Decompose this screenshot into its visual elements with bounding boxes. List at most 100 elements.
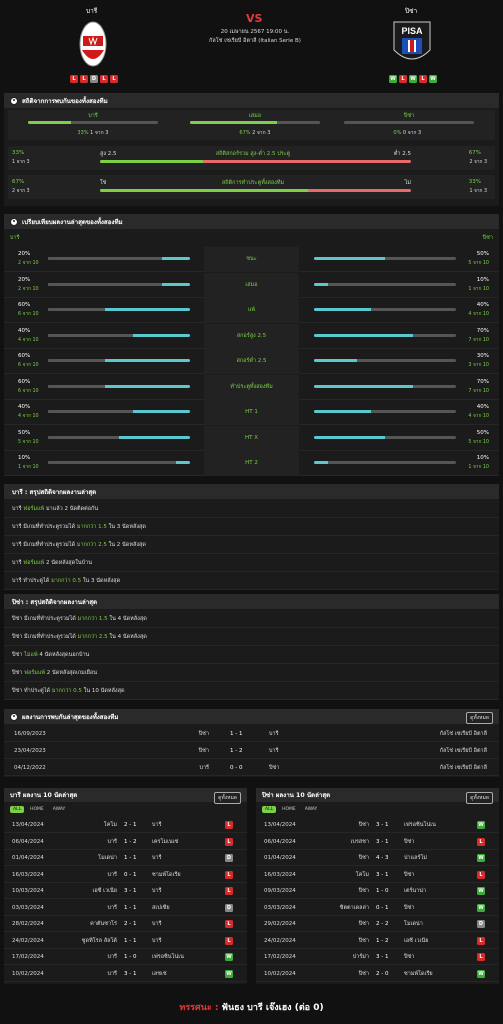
tab-all[interactable]: ALL xyxy=(10,806,25,813)
match-row[interactable]: 13/04/2024 ปิซ่า 3 - 1 เฟรอซินโน่เน W xyxy=(256,817,499,833)
home-team-logo[interactable] xyxy=(78,20,108,68)
tab-away[interactable]: AWAY xyxy=(52,807,66,812)
tab-home[interactable]: HOME xyxy=(282,807,296,812)
match-date: 10/03/2024 xyxy=(12,888,44,894)
right-count: 1 จาก 10 xyxy=(468,465,489,470)
match-row[interactable]: 29/02/2024 ปิซ่า 2 - 2 โมเดน่า D xyxy=(256,916,499,932)
match-row[interactable]: 28/02/2024 คาตันซาโร่ 2 - 1 บารี L xyxy=(4,916,247,932)
h2h-view-all-button[interactable]: ดูทั้งหมด xyxy=(466,712,493,724)
left-pct: 20% xyxy=(18,276,31,283)
result-badge: L xyxy=(419,75,427,83)
summary-text: บารี xyxy=(12,560,24,566)
match-row[interactable]: 10/02/2024 บารี 3 - 1 เลชเช่ W xyxy=(4,966,247,982)
score: 1 - 2 xyxy=(376,937,389,944)
result-badge: W xyxy=(477,887,485,895)
h2h-stats-section: สถิติจากการพบกันของทั้งสองทีม บารี 33% 1 … xyxy=(4,93,499,206)
match-row[interactable]: 24/02/2024 ซูดทิโรล ลัลโต้ 1 - 1 บารี L xyxy=(4,933,247,949)
match-row[interactable]: 01/04/2024 ปิซ่า 4 - 3 ปาแลร์โม่ W xyxy=(256,850,499,866)
match-row[interactable]: 03/03/2024 บารี 1 - 1 สเปเซีย D xyxy=(4,900,247,916)
left-pct: 60% xyxy=(18,302,31,308)
left-bar-fill xyxy=(48,308,105,311)
home-team: ปิซ่า xyxy=(358,937,369,944)
match-row[interactable]: 01/04/2024 โมเดน่า 1 - 1 บารี D xyxy=(4,850,247,866)
score: 3 - 1 xyxy=(124,970,137,977)
result-badge: W xyxy=(389,75,397,83)
match-row[interactable]: 06/04/2024 เบรสชา 3 - 1 ปิซ่า L xyxy=(256,834,499,850)
away-team: เตร์นาน่า xyxy=(404,888,427,894)
home-team: ปิซ่า xyxy=(358,888,369,894)
score: 2 - 2 xyxy=(376,921,389,927)
match-row[interactable]: 24/02/2024 ปิซ่า 1 - 2 เอซี เวเนีย L xyxy=(256,933,499,949)
home-team: บารี xyxy=(107,904,117,911)
match-row[interactable]: 10/02/2024 ปิซ่า 2 - 0 ซามพ์โดเรีย W xyxy=(256,966,499,982)
summary-text: ใน 4 นัดหลังสุด xyxy=(107,634,147,640)
summary-highlight: มากกว่า 1.5 xyxy=(77,616,108,622)
match-row[interactable]: 03/03/2024 ซิตตาเดลล่า 0 - 1 ปิซ่า W xyxy=(256,900,499,916)
away-team: เอซี เวเนีย xyxy=(404,937,429,944)
left-name: สูง 2.5 xyxy=(100,151,117,157)
home-team: ซิตตาเดลล่า xyxy=(339,904,369,911)
away-team: เครโมเนเซ่ xyxy=(152,838,179,845)
summary-text: ปิซ่า xyxy=(12,670,25,676)
match-date: 13/04/2024 xyxy=(12,822,44,828)
away-last10-tabs: ALL HOME AWAY xyxy=(262,806,320,813)
h2h-row[interactable]: 04/12/2022 บารี 0 - 0 ปิซ่า กัลโช่ เซเรียบี … xyxy=(4,760,499,776)
score: 2 - 1 xyxy=(124,921,137,927)
prediction-text: ฟันธง บารี เจ๊งเฮง (ต่อ 0) xyxy=(221,1003,324,1013)
score: 3 - 1 xyxy=(376,838,389,845)
compare-row: 40% 4 จาก 10 สกอร์สูง 2.5 70% 7 จาก 10 xyxy=(4,323,499,349)
left-count: 6 จาก 10 xyxy=(18,312,39,317)
left-count: 1 จาก 3 xyxy=(12,160,30,165)
away-last10-view-all-button[interactable]: ดูทั้งหมด xyxy=(466,792,493,804)
summary-line: บารี ฟอร์มแพ้ มาแล้ว 2 นัดติดต่อกัน xyxy=(4,501,499,518)
result-badge: D xyxy=(225,854,233,862)
match-row[interactable]: 10/03/2024 เอซี เวเนีย 3 - 1 บารี L xyxy=(4,883,247,899)
score: 2 - 0 xyxy=(376,970,389,977)
right-count: 3 จาก 10 xyxy=(468,363,489,368)
match-row[interactable]: 13/04/2024 โคโม 2 - 1 บารี L xyxy=(4,817,247,833)
compare-row: 40% 4 จาก 10 HT 1 40% 4 จาก 10 xyxy=(4,400,499,425)
h2h-row[interactable]: 23/04/2023 ปิซ่า 1 - 2 บารี กัลโช่ เซเรียบี … xyxy=(4,743,499,759)
match-date: 01/04/2024 xyxy=(264,855,296,861)
away-team-name[interactable]: ปิซ่า xyxy=(405,7,418,15)
summary-line: บารี มีเกมที่ทำประตูรวมได้ มากกว่า 1.5 ใ… xyxy=(4,519,499,536)
h2h-results-header: ผลงานการพบกันล่าสุดของทั้งสองทีม xyxy=(4,709,499,724)
summary-text: บารี ทำประตูได้ xyxy=(12,578,52,584)
home-team: โคโม xyxy=(355,871,369,878)
h2h-row[interactable]: 16/09/2023 ปิซ่า 1 - 1 บารี กัลโช่ เซเรียบี … xyxy=(4,726,499,742)
match-date: 29/02/2024 xyxy=(264,921,296,927)
match-row[interactable]: 17/02/2024 ปาร์ม่า 3 - 1 ปิซ่า L xyxy=(256,949,499,965)
score: 0 - 1 xyxy=(124,871,137,878)
away-team-logo[interactable]: PISA xyxy=(392,20,432,68)
home-team: บารี xyxy=(107,970,117,977)
right-bar xyxy=(314,410,456,413)
result-badge: L xyxy=(477,870,485,879)
match-row[interactable]: 17/02/2024 บารี 1 - 0 เฟรอซินโน่เน W xyxy=(4,949,247,965)
match-date: 13/04/2024 xyxy=(264,822,296,828)
right-bar-fill xyxy=(314,282,329,286)
h2h-results-section: ผลงานการพบกันล่าสุดของทั้งสองทีม ดูทั้งห… xyxy=(4,709,499,777)
tab-home[interactable]: HOME xyxy=(30,807,44,812)
section-title: สถิติจากการพบกันของทั้งสองทีม xyxy=(22,97,108,105)
tab-all[interactable]: ALL xyxy=(262,806,277,813)
home-team-name[interactable]: บารี xyxy=(86,7,98,15)
home-last10-view-all-button[interactable]: ดูทั้งหมด xyxy=(214,792,241,804)
match-row[interactable]: 09/03/2024 ปิซ่า 1 - 0 เตร์นาน่า W xyxy=(256,883,499,899)
left-pct: 40% xyxy=(18,404,31,410)
match-row[interactable]: 16/03/2024 บารี 0 - 1 ซามพ์โดเรีย L xyxy=(4,867,247,883)
match-row[interactable]: 06/04/2024 บารี 1 - 2 เครโมเนเซ่ L xyxy=(4,834,247,850)
right-name: ไม่ xyxy=(404,180,411,186)
home-team: ปิซ่า xyxy=(198,731,209,737)
tab-away[interactable]: AWAY xyxy=(304,807,318,812)
result-badge: L xyxy=(80,75,88,83)
match-row[interactable]: 16/03/2024 โคโม 3 - 1 ปิซ่า L xyxy=(256,867,499,883)
match-league[interactable]: กัลโช่ เซเรียบี อิตาลี (Italian Serie B) xyxy=(209,38,301,44)
match-date: 03/03/2024 xyxy=(12,904,44,911)
away-team: บารี xyxy=(152,855,162,861)
summary-highlight: มากกว่า 0.5 xyxy=(51,688,82,694)
match-date: 20 เมษายน 2567 19:00 น. xyxy=(220,29,290,35)
home-summary-section: บารี : สรุปสถิติจากผลงานล่าสุด บารี ฟอร์… xyxy=(4,484,499,590)
right-name: ต่ำ 2.5 xyxy=(393,151,411,157)
split-bar-fill xyxy=(100,189,309,192)
